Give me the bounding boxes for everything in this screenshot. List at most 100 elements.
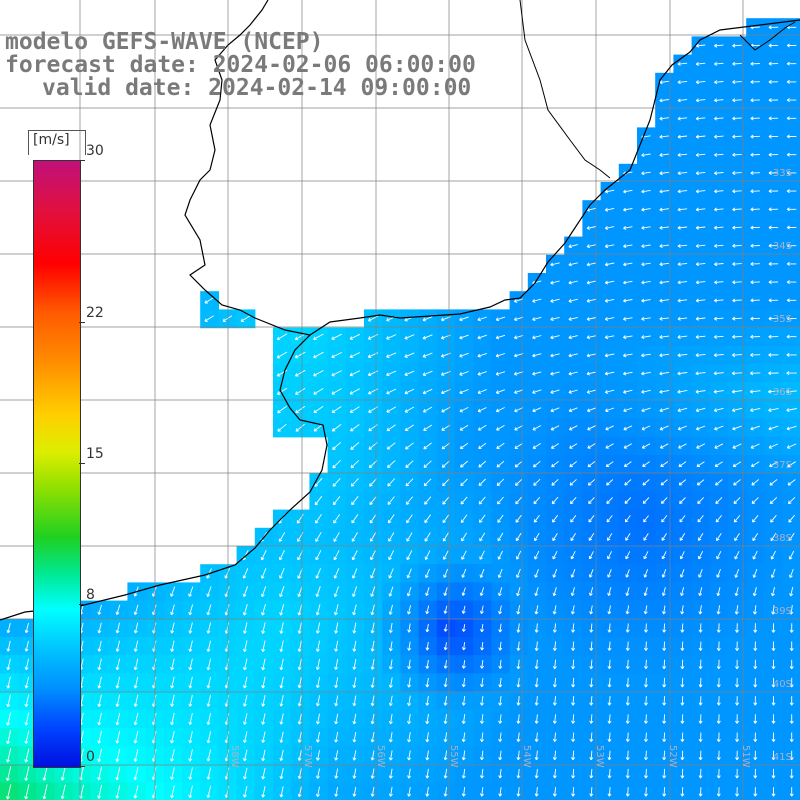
- wind-arrow: [461, 624, 466, 632]
- wind-arrow: [716, 587, 721, 597]
- wind-arrow: [388, 713, 393, 725]
- wind-arrow: [750, 280, 760, 285]
- wind-arrow: [333, 568, 340, 579]
- wind-arrow: [370, 550, 376, 561]
- wind-arrow: [532, 353, 542, 358]
- wind-arrow: [786, 261, 797, 266]
- wind-arrow: [677, 280, 688, 285]
- wind-arrow: [750, 262, 760, 266]
- wind-arrow: [550, 353, 560, 358]
- wind-arrow: [479, 532, 486, 542]
- wind-arrow: [550, 425, 560, 431]
- wind-arrow: [771, 623, 776, 633]
- wind-arrow: [659, 335, 669, 340]
- wind-arrow: [643, 551, 649, 560]
- wind-arrow: [550, 280, 560, 285]
- wind-arrow: [423, 478, 432, 487]
- wind-arrow: [586, 298, 597, 303]
- wind-arrow: [295, 369, 306, 377]
- wind-arrow: [714, 134, 724, 139]
- wind-arrow: [352, 732, 357, 743]
- wind-arrow: [786, 116, 797, 121]
- wind-arrow: [677, 153, 688, 157]
- wind-arrow: [642, 479, 650, 486]
- wind-arrow: [297, 768, 302, 780]
- wind-arrow: [677, 116, 688, 121]
- wind-arrow: [771, 768, 776, 779]
- wind-arrow: [643, 533, 649, 541]
- wind-arrow: [477, 389, 487, 395]
- wind-arrow: [297, 750, 302, 761]
- wind-arrow: [607, 605, 612, 615]
- wind-arrow: [188, 676, 193, 689]
- wind-arrow: [334, 640, 339, 652]
- wind-arrow: [768, 25, 779, 30]
- wind-arrow: [334, 658, 339, 670]
- wind-arrow: [789, 677, 794, 688]
- wind-arrow: [498, 623, 503, 633]
- wind-arrow: [716, 532, 722, 542]
- wind-arrow: [388, 750, 393, 761]
- wind-arrow: [24, 694, 30, 708]
- wind-arrow: [313, 351, 324, 359]
- wind-arrow: [513, 316, 524, 322]
- wind-arrow: [333, 514, 341, 524]
- wind-arrow: [695, 298, 706, 303]
- wind-arrow: [551, 461, 559, 468]
- wind-arrow: [644, 623, 648, 633]
- wind-arrow: [279, 713, 284, 725]
- wind-arrow: [716, 677, 721, 688]
- wind-arrow: [459, 389, 469, 395]
- wind-arrow: [461, 660, 466, 669]
- wind-arrow: [516, 586, 521, 597]
- wind-arrow: [695, 171, 706, 176]
- wind-arrow: [424, 568, 430, 579]
- wind-arrow: [696, 479, 705, 486]
- wind-arrow: [480, 642, 485, 651]
- wind-arrow: [607, 787, 612, 797]
- wind-arrow: [604, 371, 615, 376]
- wind-arrow: [789, 696, 794, 706]
- wind-arrow: [625, 587, 630, 597]
- wind-arrow: [261, 604, 266, 616]
- wind-arrow: [607, 714, 612, 724]
- wind-arrow: [771, 696, 776, 706]
- wind-arrow: [407, 750, 412, 761]
- wind-arrow: [461, 605, 466, 614]
- wind-arrow: [680, 623, 685, 633]
- wind-arrow: [714, 262, 724, 267]
- wind-arrow: [589, 732, 594, 742]
- wind-arrow: [696, 461, 705, 467]
- wind-arrow: [750, 371, 761, 376]
- wind-arrow: [188, 731, 193, 744]
- wind-arrow: [424, 532, 431, 542]
- wind-arrow: [369, 514, 377, 524]
- wind-arrow: [240, 315, 251, 322]
- wind-arrow: [588, 569, 594, 578]
- wind-arrow: [714, 152, 724, 157]
- wind-arrow: [461, 678, 466, 688]
- wind-arrow: [644, 787, 648, 797]
- wind-arrow: [623, 461, 632, 468]
- wind-arrow: [789, 732, 794, 742]
- wind-arrow: [677, 298, 688, 303]
- wind-arrow: [641, 443, 651, 449]
- wind-arrow: [188, 640, 193, 652]
- wind-arrow: [133, 676, 139, 689]
- wind-arrow: [24, 676, 30, 689]
- wind-arrow: [370, 622, 375, 634]
- wind-arrow: [133, 640, 139, 652]
- lon-label: 58W: [229, 745, 240, 768]
- wind-arrow: [425, 695, 430, 706]
- wind-arrow: [515, 514, 522, 523]
- wind-arrow: [677, 225, 688, 230]
- wind-arrow: [788, 532, 795, 542]
- wind-arrow: [732, 152, 742, 157]
- wind-arrow: [570, 605, 575, 615]
- wind-arrow: [698, 696, 703, 706]
- wind-arrow: [534, 659, 539, 670]
- wind-arrow: [623, 244, 633, 249]
- wind-arrow: [698, 787, 703, 797]
- wind-arrow: [495, 334, 506, 340]
- wind-arrow: [297, 731, 302, 743]
